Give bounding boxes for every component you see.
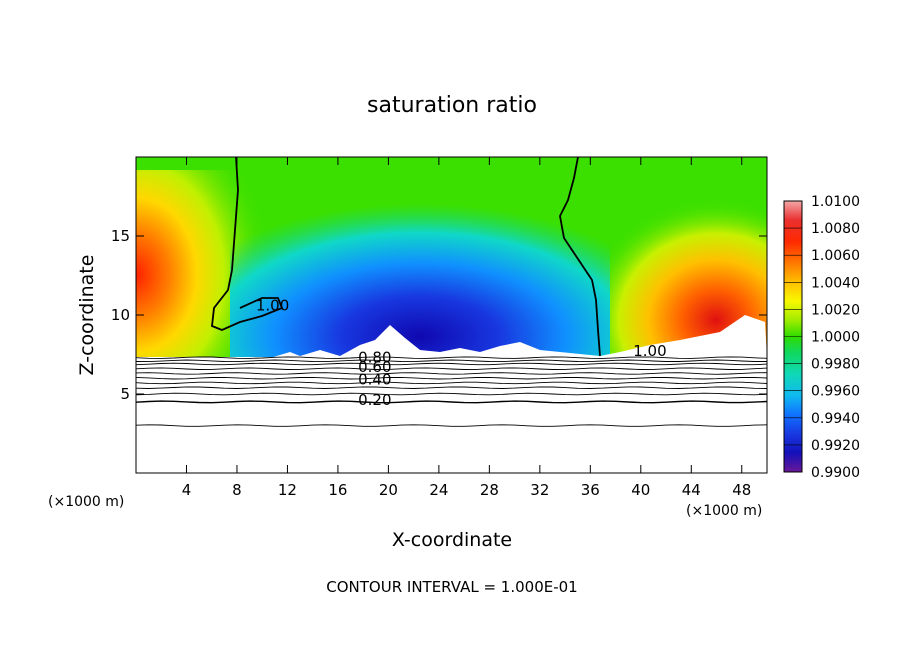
colorbar-label: 0.9920 <box>811 438 860 454</box>
x-tick-label: 20 <box>379 481 398 499</box>
field-cool-center <box>230 175 610 365</box>
x-tick-label: 44 <box>682 481 701 499</box>
contour-lines <box>136 356 767 427</box>
colorbar-label: 1.0060 <box>811 248 860 264</box>
x-axis-label: X-coordinate <box>392 529 512 551</box>
contour-line <box>136 424 767 427</box>
x-tick-label: 36 <box>581 481 600 499</box>
plot-area: 1.00 1.00 0.800.600.40 0.20 <box>136 157 767 473</box>
colorbar-label: 1.0100 <box>811 194 860 210</box>
contour-1.00-right <box>559 157 601 357</box>
x-tick-label: 24 <box>429 481 448 499</box>
contour-line <box>136 356 767 359</box>
x-tick-label: 32 <box>530 481 549 499</box>
contour-label: 0.20 <box>358 391 391 409</box>
x-tick-label: 16 <box>328 481 347 499</box>
y-tick-label: 5 <box>120 385 130 403</box>
x-tick-label: 4 <box>182 481 192 499</box>
colorbar-ticks: 1.0100 1.0080 1.0060 1.0040 1.0020 1.0000 0.99… <box>784 194 860 481</box>
contour-line <box>136 372 767 375</box>
colorbar-label: 1.0080 <box>811 221 860 237</box>
y-tick-label: 10 <box>111 306 130 324</box>
x-unit-left: (×1000 m) <box>48 494 124 510</box>
y-axis-ticks: 5 10 15 <box>111 227 767 403</box>
contour-line <box>136 359 767 363</box>
colorbar-label: 1.0020 <box>811 302 860 318</box>
contour-interval-footer: CONTOUR INTERVAL = 1.000E-01 <box>326 578 577 596</box>
contour-line <box>136 362 767 366</box>
chart-title: saturation ratio <box>367 93 537 118</box>
x-axis-ticks: 4 8 12 16 20 24 28 32 36 40 44 48 <box>182 157 751 499</box>
contour-label: 0.40 <box>358 371 391 389</box>
colorbar-label: 0.9960 <box>811 384 860 400</box>
x-tick-label: 8 <box>232 481 242 499</box>
contour-line <box>136 367 767 370</box>
contour-label: 1.00 <box>256 296 289 314</box>
contour-line <box>136 381 767 385</box>
x-tick-label: 28 <box>480 481 499 499</box>
colorbar-label: 1.0000 <box>811 330 860 346</box>
contour-label: 0.60 <box>358 358 391 376</box>
x-tick-label: 48 <box>732 481 751 499</box>
contour-labels: 1.00 1.00 0.800.600.40 0.20 <box>256 296 667 409</box>
contour-1.00-left <box>211 157 284 331</box>
colorbar-label: 0.9940 <box>811 411 860 427</box>
lower-white-region <box>136 357 767 473</box>
colorbar-label: 0.9980 <box>811 357 860 373</box>
contour-line <box>136 376 767 380</box>
colorbar-label: 0.9900 <box>811 465 860 481</box>
colorbar-label: 1.0040 <box>811 275 860 291</box>
contour-label: 0.80 <box>358 348 391 366</box>
x-tick-label: 12 <box>278 481 297 499</box>
contour-line <box>136 392 767 396</box>
colorbar: 1.0100 1.0080 1.0060 1.0040 1.0020 1.0000 0.99… <box>783 194 860 481</box>
surface-bumps <box>136 315 767 358</box>
y-tick-label: 15 <box>111 227 130 245</box>
contour-line <box>136 386 767 389</box>
x-tick-label: 40 <box>631 481 650 499</box>
contour-line <box>136 400 767 404</box>
y-axis-label: Z-coordinate <box>76 255 98 376</box>
contour-label: 1.00 <box>633 342 666 360</box>
x-unit-right: (×1000 m) <box>686 503 762 519</box>
